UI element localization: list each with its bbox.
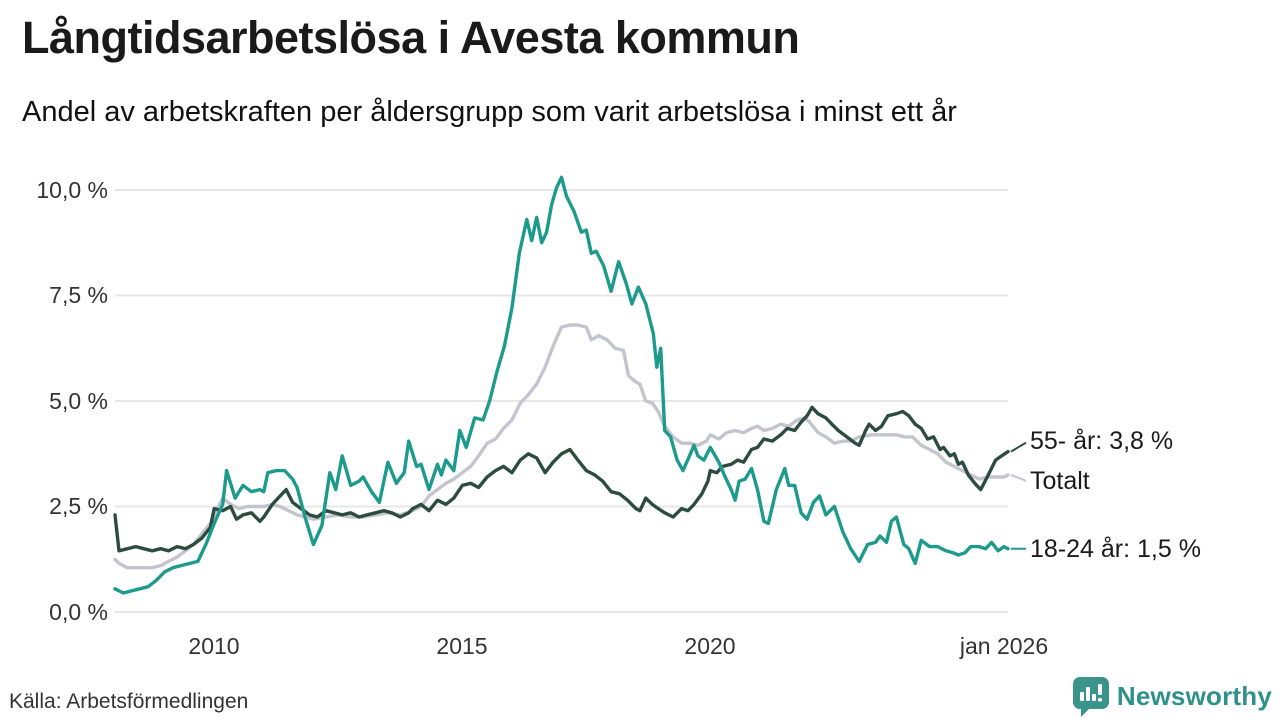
x-tick-label-2010: 2010 <box>188 633 240 659</box>
x-tick-label-2020: 2020 <box>684 633 736 659</box>
chart-title: Långtidsarbetslösa i Avesta kommun <box>22 12 800 63</box>
series-label-totalt: Totalt <box>1030 467 1090 495</box>
series-label-18-24: 18-24 år: 1,5 % <box>1030 535 1201 563</box>
y-tick-label-10: 10,0 % <box>36 177 108 203</box>
y-tick-label-0: 0,0 % <box>49 599 108 625</box>
newsworthy-wordmark: Newsworthy <box>1116 681 1272 711</box>
y-tick-label-7-5: 7,5 % <box>49 282 108 308</box>
source-note: Källa: Arbetsförmedlingen <box>9 690 249 713</box>
x-tick-label-jan-2026: jan 2026 <box>959 633 1049 659</box>
x-tick-label-2015: 2015 <box>436 633 488 659</box>
y-tick-label-5: 5,0 % <box>49 388 108 414</box>
newsworthy-bubble-chart-icon <box>1072 676 1110 717</box>
series-label-55-plus: 55- år: 3,8 % <box>1030 427 1174 455</box>
chart-subtitle: Andel av arbetskraften per åldersgrupp s… <box>22 96 957 128</box>
newsworthy-logo[interactable]: Newsworthy <box>1072 676 1272 717</box>
y-tick-label-2-5: 2,5 % <box>49 493 108 519</box>
